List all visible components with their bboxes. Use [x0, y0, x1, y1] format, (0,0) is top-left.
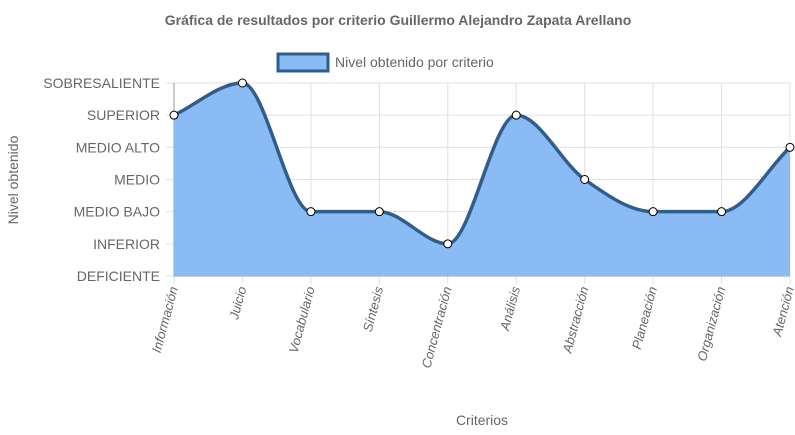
x-tick-label: Atención — [769, 285, 795, 339]
data-point[interactable] — [169, 110, 179, 120]
data-point[interactable] — [511, 110, 521, 120]
x-tick-label: Análisis — [497, 284, 523, 333]
data-point[interactable] — [237, 78, 247, 88]
data-point[interactable] — [374, 207, 384, 217]
x-tick-label: Abstracción — [559, 285, 591, 355]
x-tick-label: Síntesis — [360, 284, 387, 333]
plot-area — [169, 78, 795, 276]
y-tick-label: MEDIO ALTO — [76, 139, 160, 155]
x-tick-label: Organización — [694, 285, 728, 363]
y-tick-label: DEFICIENTE — [77, 268, 160, 284]
y-tick-label: INFERIOR — [93, 236, 160, 252]
data-point[interactable] — [785, 142, 795, 152]
y-tick-label: MEDIO BAJO — [74, 204, 160, 220]
x-tick-label: Juicio — [226, 285, 249, 322]
x-tick-label: Información — [149, 285, 181, 354]
y-axis-title: Nivel obtenido — [5, 135, 21, 224]
x-tick-label: Vocabulario — [286, 285, 318, 355]
data-point[interactable] — [580, 175, 590, 184]
data-point[interactable] — [648, 207, 658, 217]
y-tick-label: MEDIO — [114, 172, 160, 188]
series-line — [173, 81, 792, 246]
y-axis: DEFICIENTE INFERIOR MEDIO BAJO MEDIO MEDIO A… — [43, 75, 160, 284]
y-tick-label: SOBRESALIENTE — [43, 75, 160, 91]
x-tick-label: Concentración — [418, 285, 454, 370]
legend[interactable]: Nivel obtenido por criterio — [276, 52, 494, 73]
data-point[interactable] — [717, 207, 727, 217]
legend-label: Nivel obtenido por criterio — [335, 54, 494, 70]
data-point[interactable] — [306, 207, 316, 217]
y-tick-label: SUPERIOR — [87, 107, 160, 123]
x-axis-title: Criterios — [456, 412, 508, 428]
x-axis: Información Juicio Vocabulario Síntesis Conc… — [149, 284, 795, 369]
chart-title: Gráfica de resultados por criterio Guill… — [165, 12, 632, 28]
x-tick-label: Planeación — [629, 285, 660, 351]
data-point[interactable] — [443, 239, 453, 249]
legend-swatch — [276, 52, 330, 73]
